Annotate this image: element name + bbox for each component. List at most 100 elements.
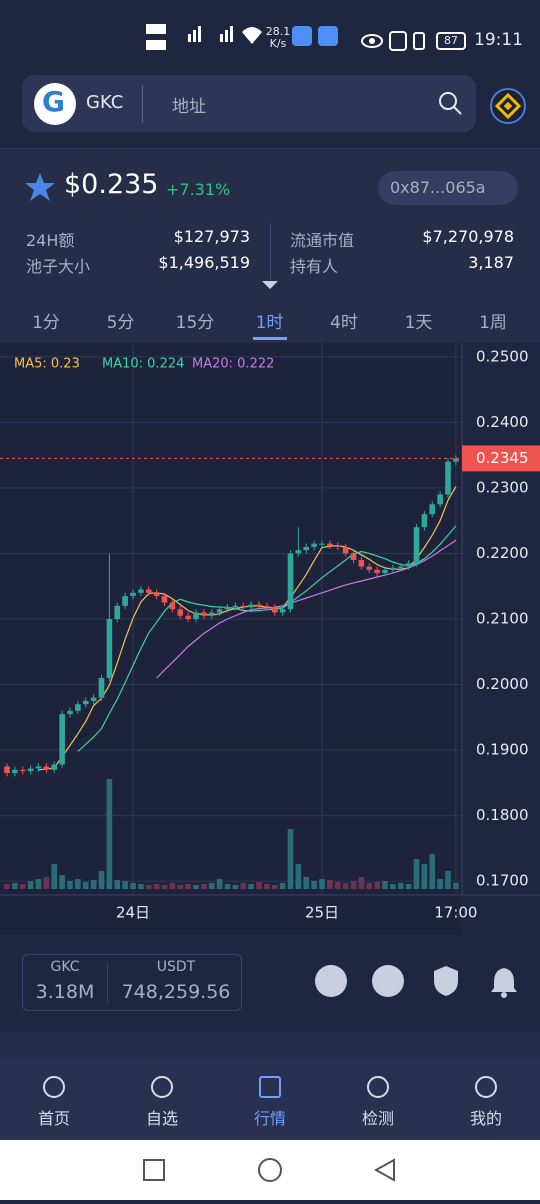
candle-body: [122, 596, 128, 606]
volume-bar: [75, 879, 81, 889]
candle-body: [201, 612, 207, 616]
price: $0.235: [64, 169, 159, 200]
timeframe-tab[interactable]: 1天: [404, 313, 433, 333]
chain-button[interactable]: [490, 88, 526, 124]
search-placeholder[interactable]: 地址: [172, 97, 206, 117]
volume-bar: [397, 883, 404, 889]
share-button[interactable]: [372, 965, 404, 997]
nav-label[interactable]: 行情: [253, 1109, 286, 1128]
battery: 87: [436, 32, 466, 50]
volume-bar: [327, 880, 333, 889]
base-amount: 3.18M: [35, 981, 95, 1003]
nav-label[interactable]: 首页: [37, 1109, 70, 1128]
stat-value: 3,187: [468, 253, 514, 272]
candle-body: [279, 609, 286, 613]
volume-bar: [4, 884, 10, 889]
system-nav: [0, 1140, 540, 1200]
speed-value: 28.1: [265, 25, 291, 38]
candle-body: [4, 766, 10, 774]
ma-line: [77, 525, 457, 752]
volume-bar: [390, 884, 396, 889]
candle-body: [240, 605, 247, 608]
nav-icon[interactable]: [151, 1076, 173, 1098]
nav-icon[interactable]: [259, 1076, 281, 1098]
candle-body: [67, 710, 73, 715]
timeframe-tab[interactable]: 1周: [479, 313, 507, 333]
volume-bar: [19, 884, 26, 889]
token-header: $0.235 +7.31% 0x87...065a 24H额 $127,973 …: [0, 148, 540, 343]
timeframe-tab[interactable]: 4时: [330, 313, 358, 333]
volume-bar: [208, 883, 215, 889]
security-button[interactable]: [432, 964, 460, 998]
legend-entry: MA5: 0.23: [14, 357, 80, 372]
nav-icon[interactable]: [475, 1076, 497, 1098]
stat-label: 池子大小: [26, 257, 91, 276]
y-tick-label: 0.2500: [476, 347, 529, 365]
token-logo: G: [34, 83, 76, 125]
candle-body: [138, 589, 144, 593]
volume-bar: [224, 884, 231, 889]
candle-body: [145, 589, 152, 593]
candle-body: [43, 766, 50, 770]
candle-body: [59, 714, 65, 765]
volume-bar: [256, 882, 262, 889]
search-icon[interactable]: [438, 91, 464, 117]
nav-label[interactable]: 自选: [145, 1109, 178, 1128]
candle-body: [216, 609, 223, 613]
volume-bar: [43, 877, 50, 889]
volume-bar: [342, 883, 349, 889]
favorite-star[interactable]: [24, 171, 56, 203]
nav-icon[interactable]: [367, 1076, 389, 1098]
legend-entry: MA20: 0.222: [192, 357, 274, 372]
nav-label[interactable]: 我的: [469, 1109, 502, 1128]
candle-body: [366, 566, 373, 570]
quote-amount: 748,259.56: [121, 981, 231, 1003]
volume-bar: [185, 884, 191, 889]
candle-body: [208, 612, 215, 616]
volume-bar: [82, 882, 89, 889]
volume-bar: [153, 884, 160, 889]
timeframe-tab[interactable]: 5分: [106, 313, 135, 333]
nav-icon[interactable]: [43, 1076, 65, 1098]
y-tick-label: 0.2200: [476, 544, 529, 562]
volume-bar: [59, 875, 65, 889]
volume-bar: [90, 880, 97, 889]
search-bar[interactable]: G GKC 地址: [22, 75, 476, 132]
volume-bar: [177, 885, 184, 889]
volume-bar: [106, 779, 113, 889]
address: 0x87...065a: [390, 178, 486, 197]
volume-bar: [374, 882, 380, 889]
stat-label: 流通市值: [290, 231, 355, 250]
timeframe-tab[interactable]: 1分: [32, 313, 60, 333]
candle-body: [193, 612, 199, 619]
volume-bar: [264, 884, 270, 889]
legend-entry: MA10: 0.224: [102, 357, 184, 372]
alert-button[interactable]: [490, 966, 518, 998]
volume-bar: [130, 883, 136, 889]
timeframe-tab[interactable]: 1时: [255, 313, 284, 333]
candle-body: [256, 604, 262, 606]
candle-body: [350, 553, 357, 560]
volume-bar: [201, 884, 207, 889]
stat-value: $7,270,978: [422, 227, 514, 246]
network-speed: 28.1 K/s: [265, 26, 291, 50]
address-chip[interactable]: 0x87...065a: [378, 171, 518, 205]
candle-body: [35, 766, 42, 769]
candle-body: [311, 543, 317, 547]
candle-body: [445, 461, 451, 495]
swap-button[interactable]: [315, 965, 347, 997]
y-tick-label: 0.1800: [476, 806, 529, 824]
volume-bar: [232, 885, 239, 889]
candle-body: [177, 609, 184, 616]
last-price-label: 0.2345: [476, 449, 529, 467]
candle-body: [382, 569, 388, 574]
candle-body: [374, 569, 380, 574]
x-tick-label: 24日: [116, 904, 150, 922]
candle-body: [114, 605, 121, 619]
stat-value: $1,496,519: [158, 253, 250, 272]
volume-bar: [429, 854, 436, 889]
x-tick-label: 25日: [305, 904, 339, 922]
timeframe-tab[interactable]: 15分: [175, 313, 215, 333]
nav-label[interactable]: 检测: [361, 1109, 394, 1128]
token-symbol: GKC: [86, 92, 124, 113]
